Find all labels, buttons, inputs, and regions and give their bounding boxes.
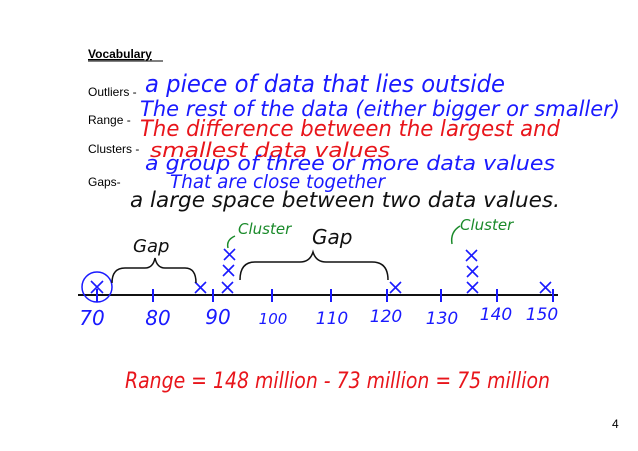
data-points <box>90 248 552 294</box>
x-mark <box>466 281 479 294</box>
range-work: Range = 148 million - 73 million = 75 mi… <box>125 369 550 394</box>
tick-label: 70 <box>79 306 104 330</box>
tick-label: 130 <box>426 309 458 329</box>
definition: The rest of the data (either bigger or s… <box>140 97 620 121</box>
ticks <box>96 289 554 302</box>
term: Gaps- <box>88 175 121 189</box>
definition: The difference between the largest and <box>140 117 561 142</box>
cluster-pointer <box>226 235 236 249</box>
x-mark <box>222 264 235 277</box>
x-mark <box>223 248 236 261</box>
definition: That are close together <box>170 171 386 193</box>
tick-label: 120 <box>370 307 402 327</box>
definition: a large space between two data values. <box>130 188 560 212</box>
definition: smallest data values <box>150 138 390 162</box>
x-mark <box>539 281 552 294</box>
annotation: Cluster <box>238 220 292 238</box>
tick-label: 100 <box>259 310 288 328</box>
tick-labels: 70 80 90 100 110 120 130 140 150 <box>79 305 558 330</box>
annotation: Gap <box>312 225 352 249</box>
tick-label: 90 <box>205 305 230 329</box>
annotation: Cluster <box>460 216 514 234</box>
page-number: 4 <box>612 417 619 431</box>
heading: Vocabulary <box>88 47 152 61</box>
definition: a piece of data that lies outside <box>145 70 505 98</box>
term: Outliers - <box>88 85 137 99</box>
x-mark <box>389 281 402 294</box>
x-mark <box>221 281 234 294</box>
definition: a group of three or more data values <box>145 151 555 175</box>
tick-label: 110 <box>316 309 348 329</box>
tick-label: 80 <box>145 306 170 330</box>
cluster-pointer <box>450 225 461 245</box>
x-mark <box>465 249 478 262</box>
outlier-circle <box>81 271 113 303</box>
x-mark <box>194 281 207 294</box>
gap-brace <box>239 249 389 281</box>
x-mark <box>466 265 479 278</box>
gap-brace <box>111 257 197 284</box>
tick-label: 140 <box>480 305 512 325</box>
x-mark <box>90 280 104 294</box>
term: Range - <box>88 113 131 127</box>
annotation: Gap <box>133 236 169 257</box>
term: Clusters - <box>88 142 139 156</box>
tick-label: 150 <box>526 305 558 325</box>
